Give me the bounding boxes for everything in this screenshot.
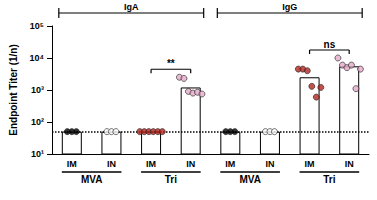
svg-text:10⁵: 10⁵ <box>30 21 44 31</box>
svg-text:MVA: MVA <box>239 174 260 185</box>
svg-text:IN: IN <box>345 159 354 169</box>
svg-text:IM: IM <box>305 159 315 169</box>
svg-text:Tri: Tri <box>323 174 335 185</box>
svg-text:Endpoint Titer (1/n): Endpoint Titer (1/n) <box>8 44 19 135</box>
svg-text:10²: 10² <box>31 117 44 127</box>
svg-text:IN: IN <box>107 159 116 169</box>
svg-text:IN: IN <box>186 159 195 169</box>
svg-text:IgG: IgG <box>282 2 297 12</box>
svg-text:ns: ns <box>324 39 336 50</box>
svg-text:Tri: Tri <box>165 174 177 185</box>
svg-text:10⁴: 10⁴ <box>30 53 44 63</box>
svg-text:10³: 10³ <box>31 85 44 95</box>
svg-text:IM: IM <box>67 159 77 169</box>
svg-text:IgA: IgA <box>124 2 139 12</box>
svg-text:IN: IN <box>265 159 274 169</box>
svg-text:MVA: MVA <box>81 174 102 185</box>
svg-text:IM: IM <box>225 159 235 169</box>
svg-text:IM: IM <box>146 159 156 169</box>
svg-text:10¹: 10¹ <box>31 149 44 159</box>
svg-text:**: ** <box>167 58 175 69</box>
